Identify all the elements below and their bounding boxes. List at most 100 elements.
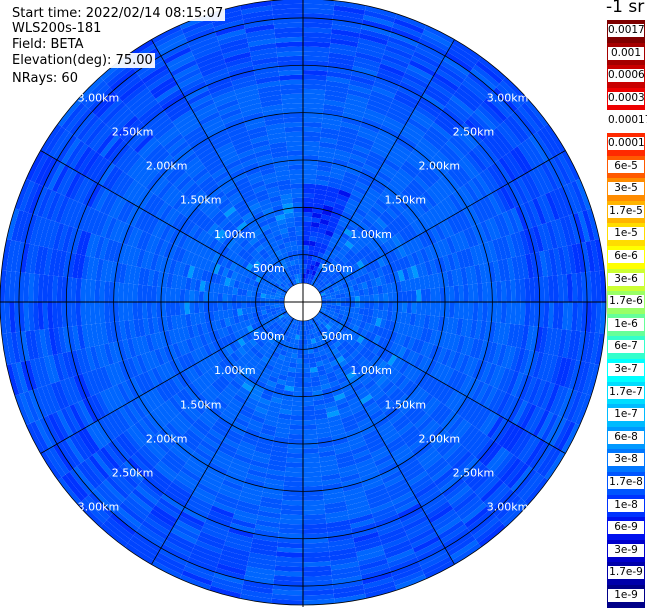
range-gate-bin [122, 244, 132, 265]
range-gate-bin [226, 382, 239, 394]
range-gate-bin [264, 351, 273, 360]
range-gate-bin [268, 259, 276, 267]
range-gate-bin [303, 419, 316, 426]
range-gate-bin [417, 355, 429, 371]
colorbar-cell: 1.7e-7 [607, 381, 645, 405]
range-gate-bin [350, 302, 356, 308]
range-gate-bin [174, 113, 197, 130]
range-gate-bin [339, 184, 354, 194]
range-gate-bin [218, 558, 247, 571]
range-gate-bin [211, 225, 223, 238]
range-gate-bin [450, 165, 468, 186]
range-gate-bin [460, 336, 470, 355]
range-gate-bin [181, 235, 193, 250]
range-gate-bin [330, 33, 360, 43]
range-gate-bin [354, 536, 381, 548]
range-gate-bin [364, 433, 382, 445]
range-gate-bin [29, 244, 40, 274]
range-gate-bin [331, 348, 340, 356]
range-gate-bin [274, 27, 303, 34]
range-gate-bin [343, 107, 365, 118]
range-gate-bin [279, 349, 287, 357]
range-gate-bin [415, 340, 425, 355]
range-gate-bin [161, 493, 185, 512]
range-gate-bin [170, 527, 198, 545]
range-gate-bin [375, 246, 386, 257]
range-gate-bin [215, 449, 234, 463]
range-gate-bin [188, 365, 200, 380]
range-gate-bin [289, 260, 296, 266]
range-gate-bin [269, 355, 278, 363]
range-gate-bin [397, 346, 407, 359]
range-gate-bin [355, 457, 375, 469]
range-gate-bin [200, 199, 215, 214]
range-gate-bin [292, 197, 303, 204]
range-gate-bin [440, 199, 455, 217]
range-gate-bin [358, 38, 387, 50]
range-gate-bin [61, 102, 85, 130]
range-gate-bin [243, 482, 264, 492]
range-gate-bin [227, 401, 242, 413]
range-gate-bin [260, 329, 268, 337]
range-gate-bin [320, 127, 340, 136]
range-gate-bin [179, 511, 205, 527]
range-gate-bin [107, 441, 128, 464]
range-gate-bin [131, 228, 143, 248]
range-gate-bin [113, 341, 123, 362]
range-gate-bin [440, 410, 457, 429]
range-gate-bin [198, 414, 214, 429]
range-gate-bin [99, 237, 110, 260]
range-gate-bin [112, 197, 127, 220]
range-gate-bin [345, 98, 368, 109]
range-gate-bin [317, 369, 327, 377]
range-gate-bin [177, 262, 186, 277]
range-gate-bin [324, 279, 330, 286]
range-gate-bin [218, 310, 225, 320]
range-gate-bin [276, 51, 303, 58]
range-gate-bin [303, 174, 317, 180]
range-gate-bin [106, 64, 134, 88]
range-gate-bin [397, 167, 414, 183]
range-gate-bin [100, 215, 113, 238]
range-gate-bin [508, 181, 524, 206]
range-gate-bin [161, 184, 177, 202]
range-gate-bin [154, 238, 165, 256]
range-gate-bin [429, 402, 445, 420]
range-gate-bin [232, 231, 243, 242]
range-gate-bin [292, 329, 298, 335]
range-gate-bin [195, 377, 208, 391]
range-gate-bin [149, 76, 176, 96]
range-gate-bin [260, 267, 268, 275]
range-gate-bin [544, 123, 566, 153]
range-gate-bin [214, 496, 238, 510]
range-gate-bin [458, 375, 472, 395]
range-gate-bin [371, 344, 381, 355]
range-gate-bin [417, 233, 429, 249]
range-gate-bin [232, 308, 239, 317]
range-gate-bin [358, 554, 387, 566]
range-gate-bin [355, 412, 370, 424]
range-gate-bin [561, 423, 580, 454]
range-gate-bin [151, 302, 158, 318]
range-gate-bin [322, 204, 334, 212]
range-gate-bin [486, 94, 511, 119]
range-gate-bin [23, 302, 30, 332]
range-gate-bin [303, 88, 326, 95]
range-gate-bin [247, 468, 267, 479]
range-gate-bin [506, 323, 515, 347]
range-gate-bin [231, 518, 256, 529]
range-gate-bin [378, 293, 384, 302]
range-gate-bin [274, 316, 280, 322]
range-gate-bin [345, 495, 368, 506]
colorbar-label: 1e-8 [608, 498, 644, 512]
range-gate-bin [272, 440, 289, 448]
range-gate-bin [191, 490, 215, 506]
range-gate-bin [212, 340, 221, 352]
range-gate-bin [254, 405, 268, 415]
range-gate-bin [365, 103, 388, 117]
range-gate-bin [293, 207, 303, 213]
range-gate-bin [361, 375, 373, 387]
range-gate-bin [208, 509, 233, 523]
range-gate-bin [416, 302, 422, 315]
range-gate-bin [249, 418, 264, 429]
